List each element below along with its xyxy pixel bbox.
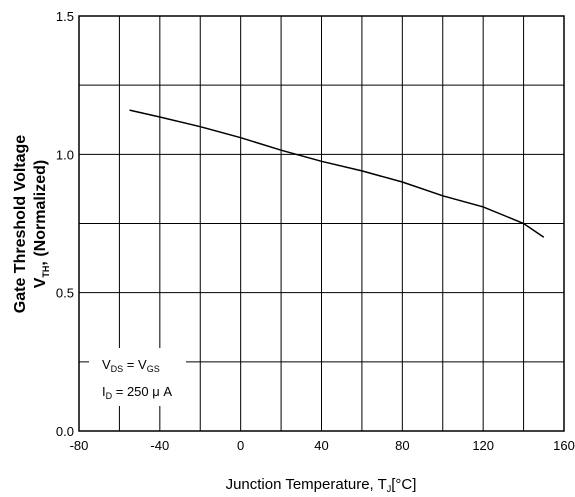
y-axis-title: Gate Threshold Voltage VTH, (Normalized) — [12, 135, 51, 314]
condition-vds-vgs: VDS = VGS — [102, 357, 160, 374]
x-tick-label: 160 — [553, 438, 575, 453]
y-tick-labels: 0.0 0.5 1.0 1.5 — [56, 9, 74, 439]
series-line — [129, 109, 545, 238]
y-tick-label: 0.5 — [56, 286, 74, 301]
condition-id: ID = 250 μ A — [102, 384, 172, 401]
x-tick-label: 80 — [395, 438, 409, 453]
x-tick-label: 0 — [237, 438, 244, 453]
y-tick-label: 1.5 — [56, 9, 74, 24]
y-axis-title-line1: Gate Threshold Voltage — [12, 135, 29, 314]
x-tick-label: -80 — [70, 438, 89, 453]
x-tick-labels: -80 -40 0 40 80 120 160 — [70, 438, 575, 453]
y-tick-label: 0.0 — [56, 424, 74, 439]
x-tick-label: 120 — [472, 438, 494, 453]
x-tick-label: -40 — [150, 438, 169, 453]
y-axis-title-line2: VTH, (Normalized) — [32, 160, 51, 288]
x-axis-title: Junction Temperature, TJ[°C] — [226, 476, 417, 494]
x-tick-label: 40 — [314, 438, 328, 453]
y-tick-label: 1.0 — [56, 147, 74, 162]
condition-box — [89, 348, 186, 406]
